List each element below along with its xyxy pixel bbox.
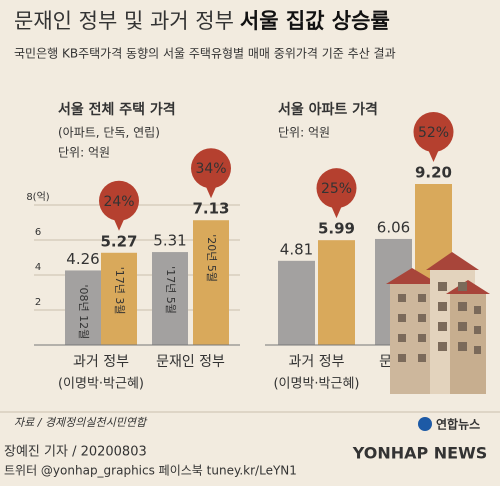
bar xyxy=(152,252,188,345)
bar xyxy=(278,260,315,345)
byline: 장예진 기자 / 20200803 xyxy=(4,445,147,460)
bar-date-label: '20년 5월 xyxy=(205,234,218,282)
bar xyxy=(318,240,355,345)
bubble xyxy=(413,112,454,152)
chart-title: 서울 전체 주택 가격 xyxy=(58,101,176,118)
value-label: 5.27 xyxy=(100,232,137,250)
source: 자료 / 경제정의실천시민연합 xyxy=(14,416,148,429)
value-label: 4.26 xyxy=(66,250,99,268)
watermark: YONHAP NEWS xyxy=(352,444,488,463)
category-label: 문재인 정부 xyxy=(156,354,225,370)
value-label: 4.81 xyxy=(280,240,313,258)
title: 문재인 정부 및 과거 정부 서울 집값 상승률 xyxy=(14,9,390,33)
category-label: 과거 정부 xyxy=(73,354,129,370)
bar xyxy=(193,220,229,345)
chart-subtitle: (아파트, 단독, 연립) xyxy=(58,126,160,140)
category-note: (이명박·박근혜) xyxy=(58,377,144,392)
value-label: 5.31 xyxy=(153,232,186,250)
change-label: 34% xyxy=(195,161,226,177)
title-a: 문재인 정부 및 과거 정부 xyxy=(14,9,234,33)
chart-title: 서울 아파트 가격 xyxy=(278,101,378,118)
value-label: 7.13 xyxy=(192,200,229,218)
y-tick-label: 6 xyxy=(35,227,41,238)
category-note: (이명박·박근혜) xyxy=(273,377,359,392)
value-label: 9.20 xyxy=(415,164,452,182)
bubble xyxy=(316,168,357,209)
bar-date-label: '17년 5월 xyxy=(164,266,177,314)
category-label: 과거 정부 xyxy=(289,354,345,370)
bar xyxy=(101,252,137,345)
bar-date-label: '17년 3월 xyxy=(113,267,126,315)
y-tick-label: 4 xyxy=(35,262,41,273)
y-tick-label: 8(억) xyxy=(26,191,49,203)
value-label: 5.99 xyxy=(318,220,355,238)
social: 트위터 @yonhap_graphics 페이스북 tuney.kr/LeYN1 xyxy=(4,464,297,478)
buildings xyxy=(386,252,490,394)
unit-label: 단위: 억원 xyxy=(58,146,110,160)
logo: 연합뉴스 xyxy=(436,417,480,432)
change-label: 25% xyxy=(321,181,352,197)
subtitle: 국민은행 KB주택가격 동향의 서울 주택유형별 매매 중위가격 기준 추산 결… xyxy=(14,46,396,61)
value-label: 6.06 xyxy=(377,218,410,236)
bar-date-label: '08년 12월 xyxy=(77,284,90,339)
logo-icon xyxy=(418,417,432,431)
title-b: 서울 집값 상승률 xyxy=(240,9,390,33)
bubble xyxy=(191,148,231,189)
bar xyxy=(65,270,101,345)
change-label: 24% xyxy=(103,194,134,210)
bubble xyxy=(99,180,139,221)
y-tick-label: 2 xyxy=(35,297,41,308)
unit-label: 단위: 억원 xyxy=(278,126,330,140)
change-label: 52% xyxy=(418,125,449,141)
